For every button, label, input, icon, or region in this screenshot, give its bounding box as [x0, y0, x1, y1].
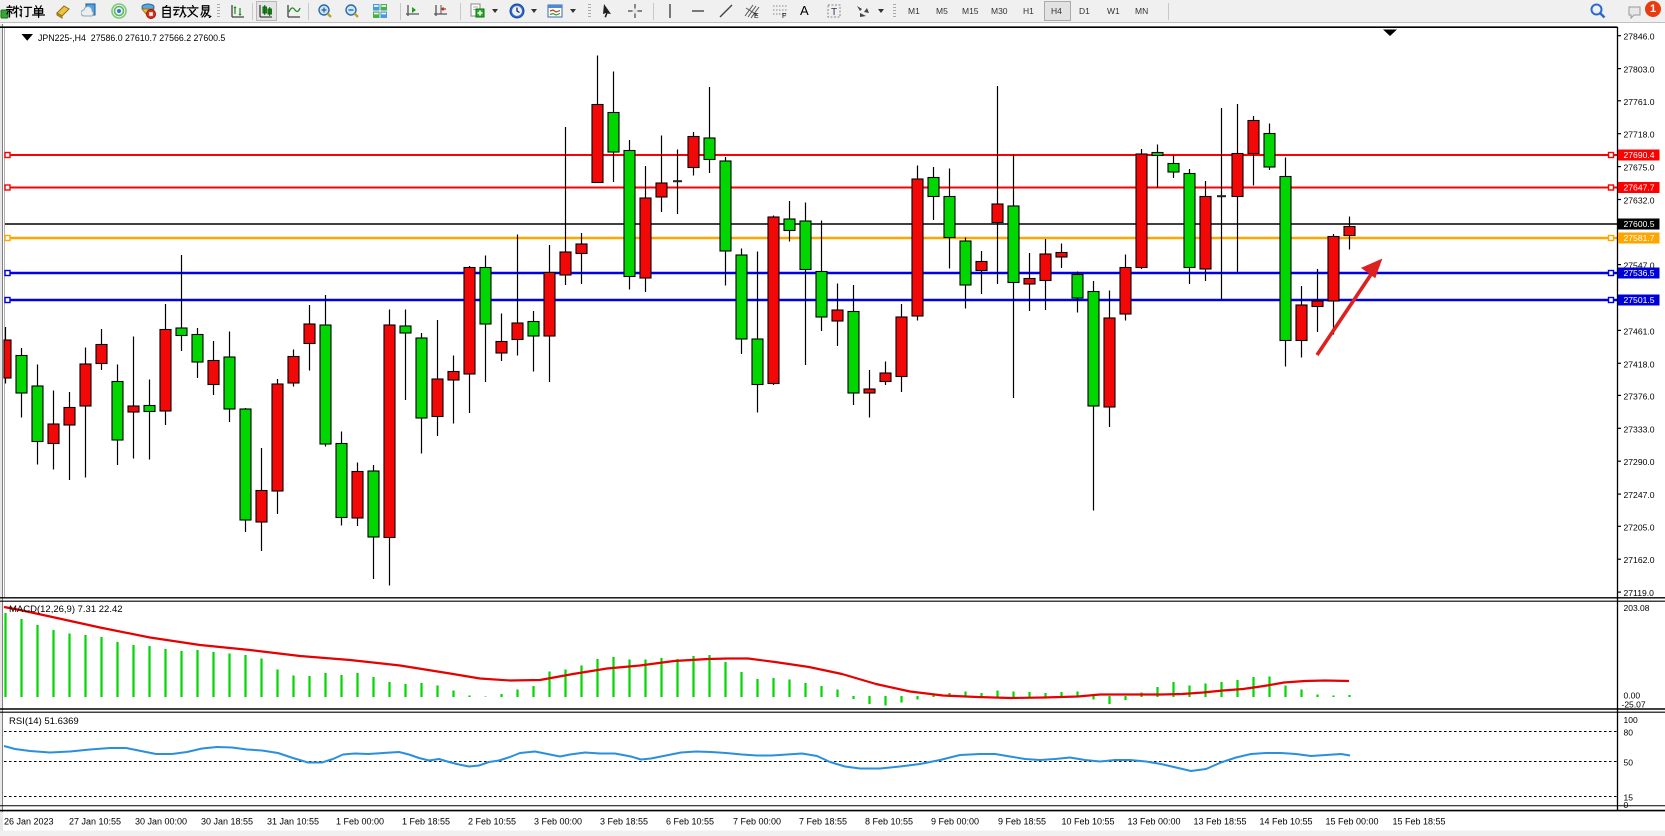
svg-text:27647.7: 27647.7 — [1624, 183, 1655, 193]
svg-text:13 Feb 00:00: 13 Feb 00:00 — [1127, 817, 1180, 827]
svg-text:T: T — [831, 7, 837, 18]
svg-text:27290.0: 27290.0 — [1624, 457, 1655, 467]
svg-text:27581.7: 27581.7 — [1624, 233, 1655, 243]
svg-text:27119.0: 27119.0 — [1624, 588, 1655, 598]
svg-text:27846.0: 27846.0 — [1624, 32, 1655, 42]
svg-text:F: F — [782, 13, 786, 19]
svg-text:27205.0: 27205.0 — [1624, 522, 1655, 532]
svg-text:1 Feb 00:00: 1 Feb 00:00 — [336, 817, 384, 827]
svg-text:7 Feb 18:55: 7 Feb 18:55 — [799, 817, 847, 827]
svg-text:30 Jan 18:55: 30 Jan 18:55 — [201, 817, 253, 827]
svg-text:27675.0: 27675.0 — [1624, 163, 1655, 173]
svg-text:100: 100 — [1624, 715, 1638, 725]
svg-text:JPN225-,H4 27586.0 27610.7 27: JPN225-,H4 27586.0 27610.7 27566.2 27600… — [38, 33, 225, 43]
svg-text:27803.0: 27803.0 — [1624, 65, 1655, 75]
svg-text:7 Feb 00:00: 7 Feb 00:00 — [733, 817, 781, 827]
svg-text:3 Feb 00:00: 3 Feb 00:00 — [534, 817, 582, 827]
svg-text:80: 80 — [1624, 728, 1634, 738]
svg-text:27718.0: 27718.0 — [1624, 130, 1655, 140]
svg-text:27 Jan 10:55: 27 Jan 10:55 — [69, 817, 121, 827]
svg-text:27461.0: 27461.0 — [1624, 326, 1655, 336]
svg-text:27333.0: 27333.0 — [1624, 424, 1655, 434]
svg-text:27501.5: 27501.5 — [1624, 295, 1655, 305]
svg-text:MACD(12,26,9) 7.31 22.42: MACD(12,26,9) 7.31 22.42 — [9, 604, 123, 615]
svg-text:26 Jan 2023: 26 Jan 2023 — [4, 817, 54, 827]
svg-text:203.08: 203.08 — [1624, 603, 1650, 613]
svg-text:27600.5: 27600.5 — [1624, 219, 1655, 229]
svg-text:6 Feb 10:55: 6 Feb 10:55 — [666, 817, 714, 827]
svg-text:27632.0: 27632.0 — [1624, 196, 1655, 206]
svg-text:31 Jan 10:55: 31 Jan 10:55 — [267, 817, 319, 827]
svg-text:0.00: 0.00 — [1624, 691, 1641, 701]
svg-text:9 Feb 00:00: 9 Feb 00:00 — [931, 817, 979, 827]
svg-text:1 Feb 18:55: 1 Feb 18:55 — [402, 817, 450, 827]
svg-text:27761.0: 27761.0 — [1624, 97, 1655, 107]
svg-text:27536.5: 27536.5 — [1624, 268, 1655, 278]
svg-text:27376.0: 27376.0 — [1624, 391, 1655, 401]
svg-text:8 Feb 10:55: 8 Feb 10:55 — [865, 817, 913, 827]
svg-text:15: 15 — [1624, 793, 1634, 803]
svg-text:-25.07: -25.07 — [1622, 700, 1646, 710]
svg-text:0: 0 — [1624, 800, 1629, 810]
svg-text:30 Jan 00:00: 30 Jan 00:00 — [135, 817, 187, 827]
svg-text:3 Feb 18:55: 3 Feb 18:55 — [600, 817, 648, 827]
svg-text:50: 50 — [1624, 758, 1634, 768]
svg-text:10 Feb 10:55: 10 Feb 10:55 — [1061, 817, 1114, 827]
svg-text:E: E — [754, 13, 759, 19]
svg-text:27162.0: 27162.0 — [1624, 555, 1655, 565]
svg-text:14 Feb 10:55: 14 Feb 10:55 — [1259, 817, 1312, 827]
svg-text:RSI(14) 51.6369: RSI(14) 51.6369 — [9, 716, 79, 727]
svg-text:27547.0: 27547.0 — [1624, 261, 1655, 271]
svg-text:2 Feb 10:55: 2 Feb 10:55 — [468, 817, 516, 827]
svg-text:27690.4: 27690.4 — [1624, 150, 1655, 160]
svg-text:27247.0: 27247.0 — [1624, 490, 1655, 500]
svg-text:13 Feb 18:55: 13 Feb 18:55 — [1193, 817, 1246, 827]
svg-text:9 Feb 18:55: 9 Feb 18:55 — [998, 817, 1046, 827]
svg-text:15 Feb 00:00: 15 Feb 00:00 — [1325, 817, 1378, 827]
svg-text:15 Feb 18:55: 15 Feb 18:55 — [1392, 817, 1445, 827]
svg-text:27418.0: 27418.0 — [1624, 359, 1655, 369]
